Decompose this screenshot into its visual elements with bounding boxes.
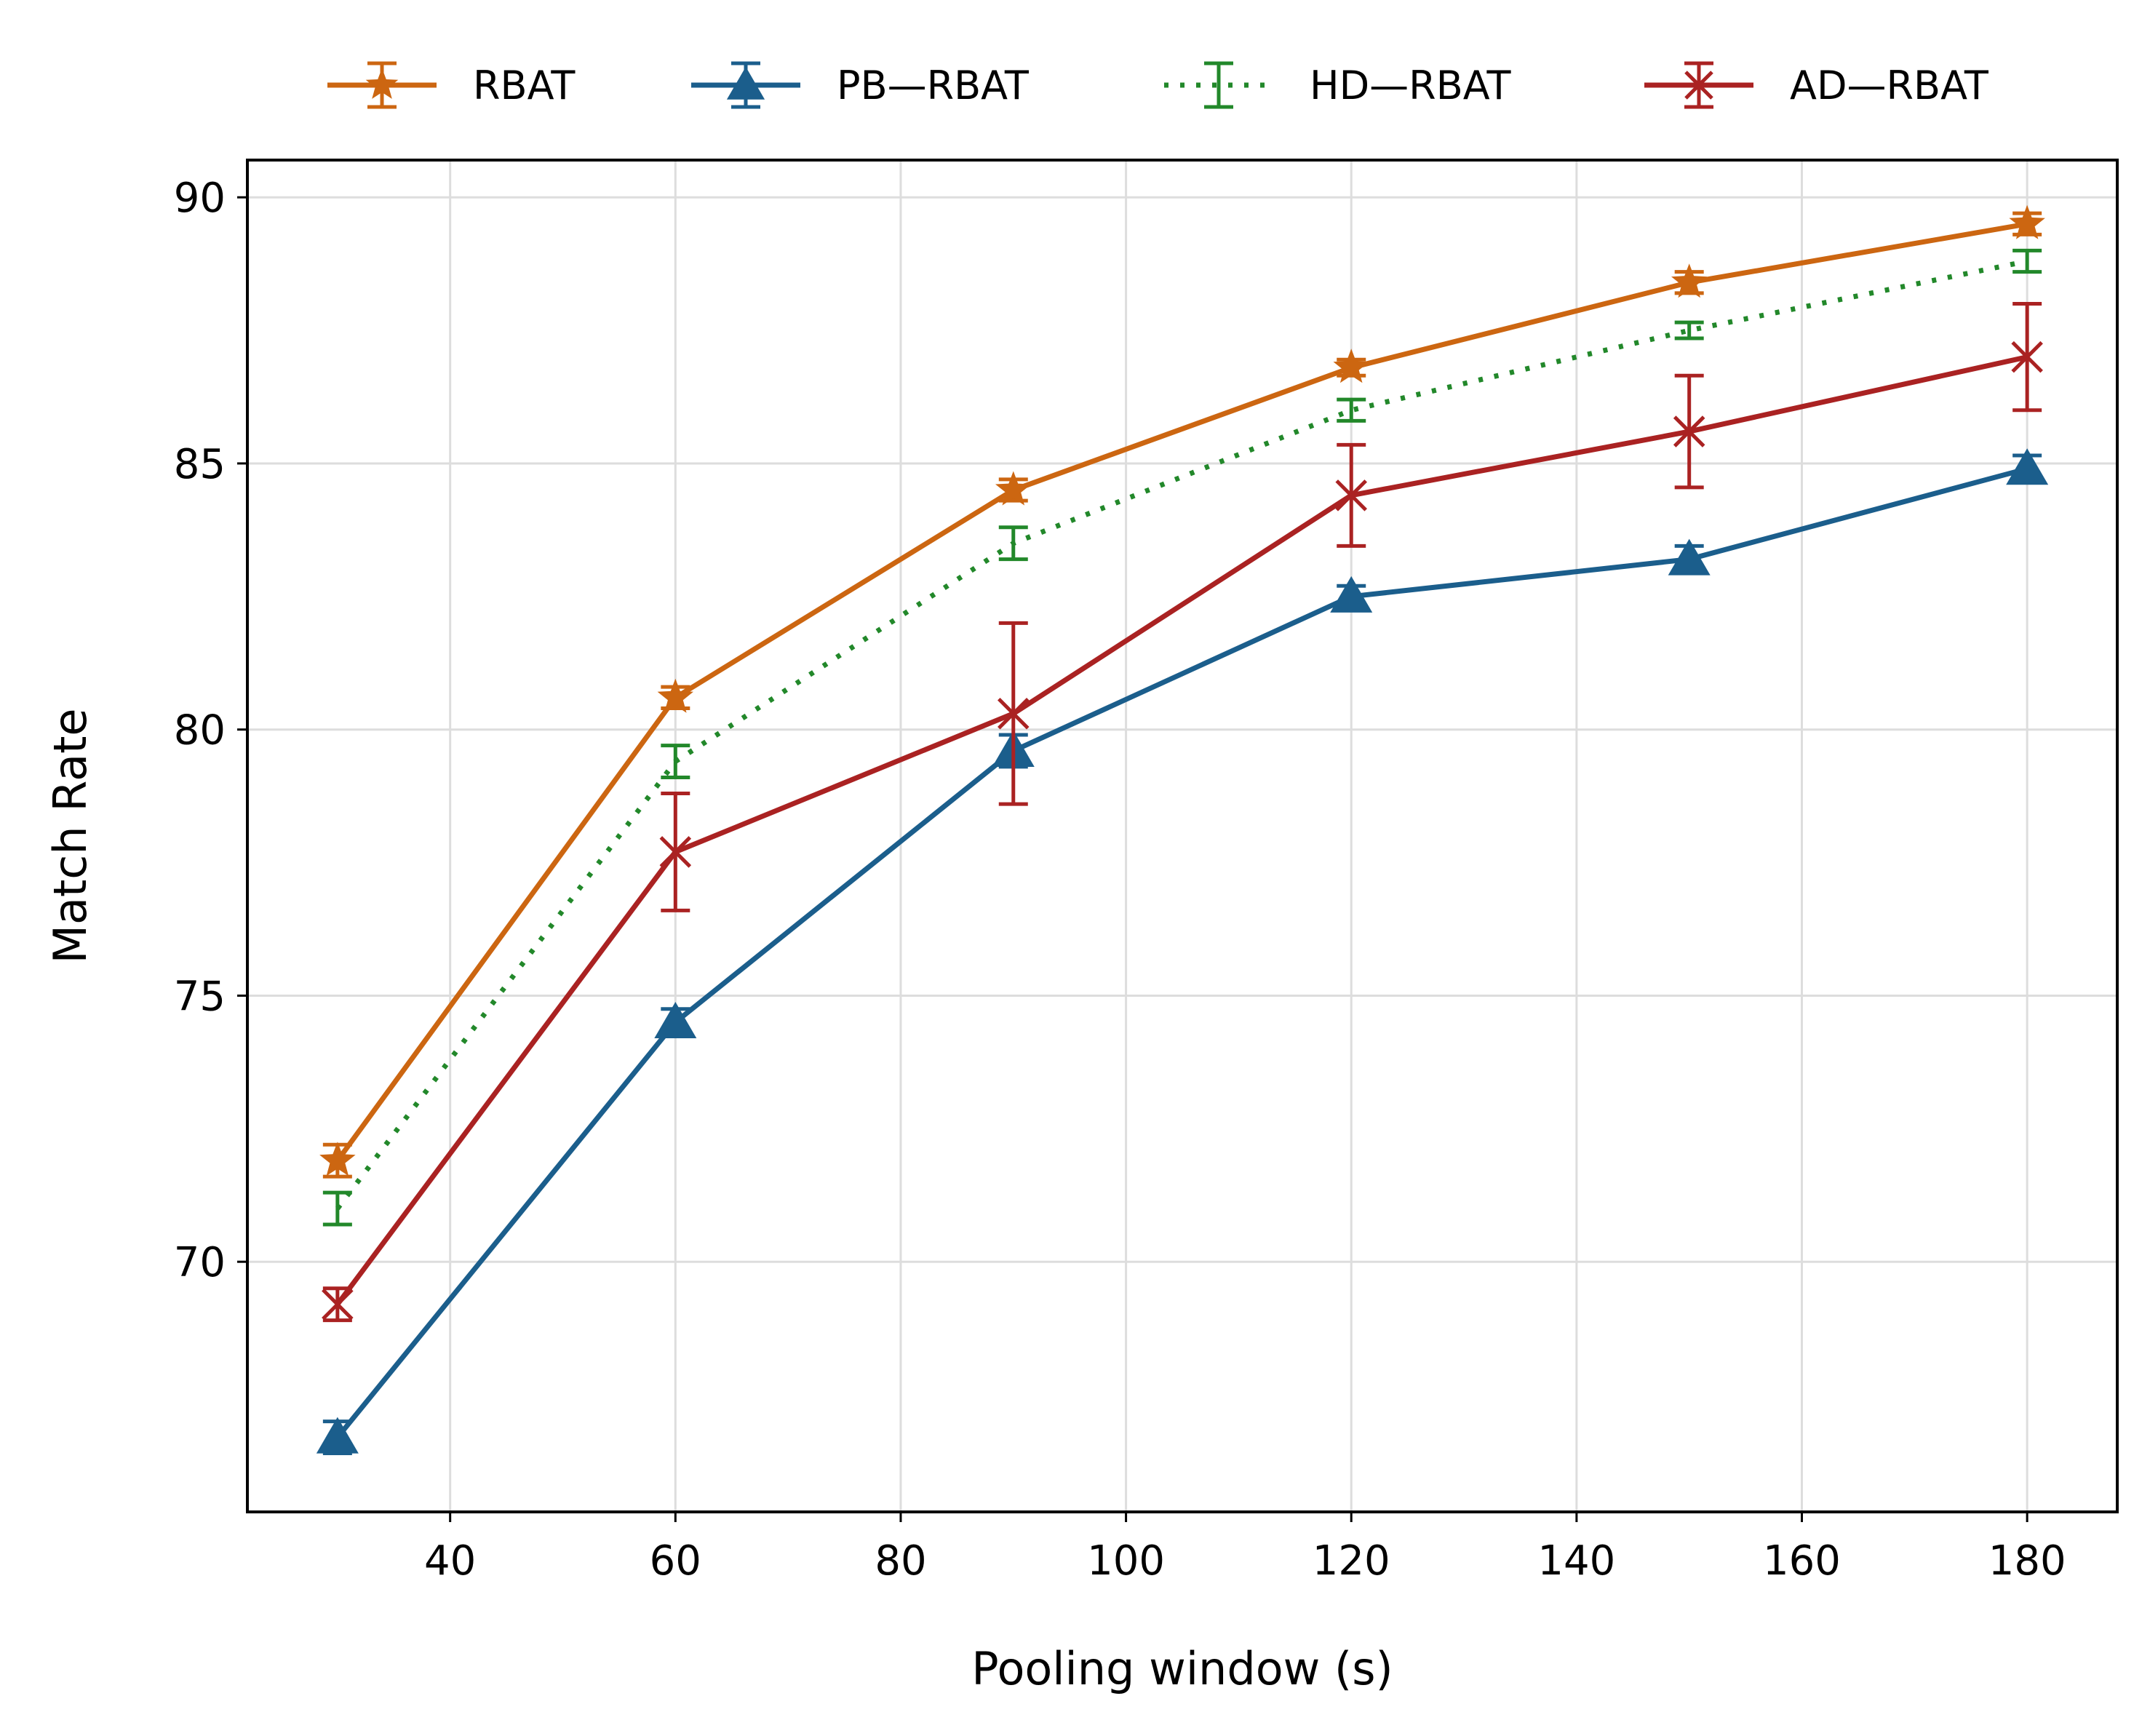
series-line: [335, 258, 2028, 1211]
y-axis-title: Match Rate: [44, 708, 97, 963]
legend-item: HD—RBAT: [1164, 61, 1512, 109]
y-tick-label: 75: [174, 973, 226, 1020]
x-axis-title: Pooling window (s): [971, 1642, 1393, 1695]
y-axis: 70 75 80 85 90: [174, 175, 247, 1286]
data-point: [2011, 341, 2043, 373]
data-point: [1673, 415, 1705, 447]
y-tick-label: 90: [174, 175, 226, 222]
y-tick-label: 70: [174, 1239, 226, 1286]
plot-area-frame: [246, 159, 2119, 1513]
x-tick-label: 100: [1087, 1537, 1165, 1585]
x-tick-label: 180: [1988, 1537, 2066, 1585]
y-tick-label: 80: [174, 707, 226, 754]
data-point: [657, 678, 693, 713]
data-point: [2006, 448, 2049, 485]
series-line: [335, 354, 2028, 1306]
series-hd-rbat: [322, 248, 2042, 1227]
data-point: [1671, 263, 1708, 298]
x-tick-label: 80: [875, 1537, 926, 1585]
x-axis: 40 60 80 100 120 140 160 180: [424, 1512, 2066, 1585]
data-point: [2009, 204, 2045, 239]
legend-item: RBAT: [327, 61, 576, 109]
data-point: [659, 836, 692, 868]
legend-label: PB—RBAT: [837, 63, 1030, 108]
data-point: [1668, 538, 1711, 576]
x-tick-label: 60: [650, 1537, 701, 1585]
x-tick-label: 40: [424, 1537, 476, 1585]
grid-lines: [247, 160, 2117, 1512]
x-tick-label: 160: [1763, 1537, 1841, 1585]
legend-item: AD—RBAT: [1644, 61, 1989, 109]
legend-label: AD—RBAT: [1790, 63, 1989, 108]
data-point: [995, 471, 1032, 506]
legend-marker: [365, 68, 399, 99]
data-point: [322, 1288, 354, 1321]
data-point: [319, 1142, 356, 1176]
legend-label: RBAT: [473, 63, 576, 108]
legend-label: HD—RBAT: [1310, 63, 1512, 108]
data-point: [1330, 576, 1373, 613]
series-layer: [316, 204, 2049, 1456]
data-point: [998, 697, 1030, 730]
legend-marker: [726, 66, 765, 100]
legend: RBAT PB—RBAT HD—RBAT AD—RBAT: [327, 61, 1989, 109]
legend-item: PB—RBAT: [691, 61, 1030, 109]
x-tick-label: 120: [1313, 1537, 1390, 1585]
y-tick-label: 85: [174, 441, 226, 488]
data-point: [1333, 349, 1369, 383]
data-point: [316, 1417, 359, 1454]
x-tick-label: 140: [1537, 1537, 1615, 1585]
data-point: [1335, 479, 1367, 511]
series-rbat: [319, 204, 2045, 1179]
series-ad-rbat: [322, 302, 2043, 1323]
series-pb-rbat: [316, 448, 2049, 1456]
series-line: [335, 221, 2028, 1163]
legend-marker: [1684, 71, 1713, 100]
data-point: [654, 1002, 697, 1039]
series-line: [335, 466, 2028, 1439]
